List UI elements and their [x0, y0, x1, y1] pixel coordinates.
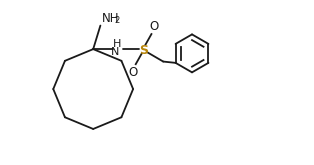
Text: S: S [139, 44, 148, 57]
Text: NH: NH [102, 12, 120, 25]
Text: N: N [111, 47, 119, 57]
Text: O: O [128, 66, 138, 79]
Text: 2: 2 [114, 16, 119, 25]
Text: H: H [112, 39, 121, 49]
Text: O: O [149, 20, 159, 33]
